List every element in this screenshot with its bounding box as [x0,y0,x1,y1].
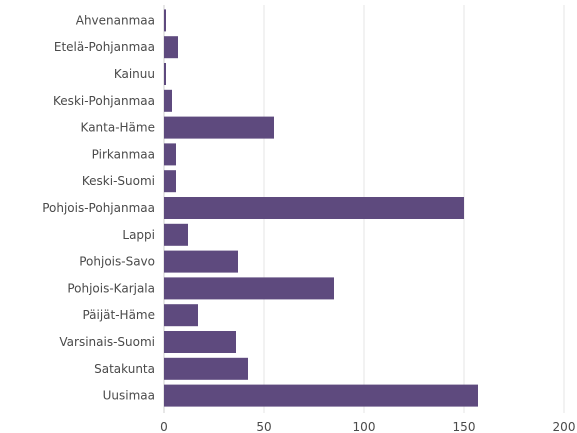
category-labels: Ahvenanmaa Etelä-Pohjanmaa Kainuu Keski-Poh… [42,13,155,402]
bar [164,331,236,353]
bar [164,9,166,32]
category-label: Pohjois-Savo [79,255,155,269]
x-tick-label: 200 [553,420,576,433]
category-label: Pohjois-Karjala [67,281,155,295]
x-tick-label: 50 [256,420,271,433]
category-label: Päijät-Häme [82,308,155,322]
category-label: Etelä-Pohjanmaa [54,40,155,54]
category-label: Varsinais-Suomi [59,335,155,349]
category-label: Pohjois-Pohjanmaa [42,201,155,215]
bar [164,277,334,300]
bar [164,304,198,327]
category-label: Kanta-Häme [81,121,155,135]
bar [164,250,238,273]
category-label: Keski-Suomi [82,174,155,188]
category-label: Uusimaa [103,389,155,403]
bar [164,197,464,219]
category-label: Pirkanmaa [92,147,155,161]
bar [164,63,166,85]
x-tick-label: 0 [160,420,168,433]
bar [164,384,478,407]
x-tick-label: 100 [353,420,376,433]
bar [164,223,188,246]
bar [164,170,176,193]
bars [164,9,478,407]
bar [164,36,178,59]
x-tick-labels: 0 50 100 150 200 [160,420,575,433]
category-label: Kainuu [114,67,155,81]
bar [164,357,248,380]
category-label: Keski-Pohjanmaa [53,94,155,108]
bar [164,116,274,139]
category-label: Lappi [122,228,155,242]
bar [164,143,176,166]
bar [164,89,172,112]
x-tick-label: 150 [453,420,476,433]
category-label: Satakunta [94,362,155,376]
category-label: Ahvenanmaa [76,13,155,27]
